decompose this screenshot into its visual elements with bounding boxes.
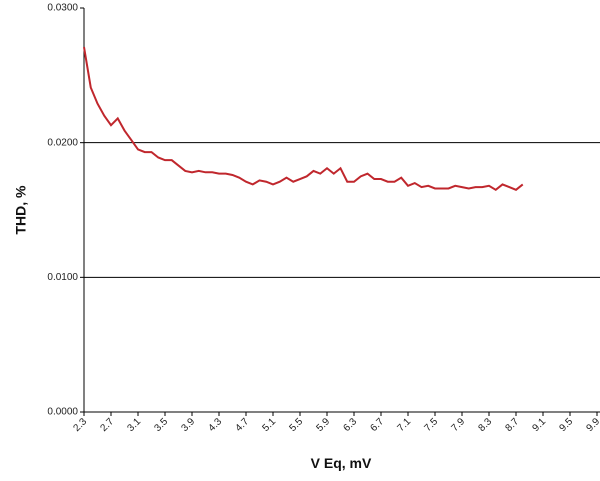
x-axis-title: V Eq, mV xyxy=(311,455,372,471)
x-tick-label: 5.1 xyxy=(261,416,279,434)
y-tick-label: 0.0300 xyxy=(47,3,78,14)
data-line xyxy=(83,46,524,192)
x-tick-label: 8.7 xyxy=(504,416,522,434)
x-tick-label: 2.7 xyxy=(99,416,117,434)
x-tick-label: 3.1 xyxy=(126,416,144,434)
x-tick-label: 9.9 xyxy=(585,416,600,434)
y-tick-label: 0.0100 xyxy=(47,272,78,283)
x-tick-label: 2.3 xyxy=(72,416,90,434)
x-tick-label: 3.9 xyxy=(180,416,198,434)
y-axis-title: THD, % xyxy=(13,185,29,235)
x-tick-label: 9.1 xyxy=(531,416,549,434)
x-tick-label: 7.9 xyxy=(450,416,468,434)
x-tick-label: 4.7 xyxy=(234,416,252,434)
x-tick-label: 3.5 xyxy=(153,416,171,434)
x-tick-label: 5.9 xyxy=(315,416,333,434)
x-tick-label: 6.3 xyxy=(342,416,360,434)
y-tick-label: 0.0000 xyxy=(47,407,78,418)
x-tick-label: 6.7 xyxy=(369,416,387,434)
x-tick-label: 8.3 xyxy=(477,416,495,434)
x-tick-label: 7.1 xyxy=(396,416,414,434)
x-tick-label: 9.5 xyxy=(558,416,576,434)
x-tick-label: 4.3 xyxy=(207,416,225,434)
x-tick-label: 7.5 xyxy=(423,416,441,434)
y-tick-label: 0.0200 xyxy=(47,137,78,148)
x-tick-label: 5.5 xyxy=(288,416,306,434)
